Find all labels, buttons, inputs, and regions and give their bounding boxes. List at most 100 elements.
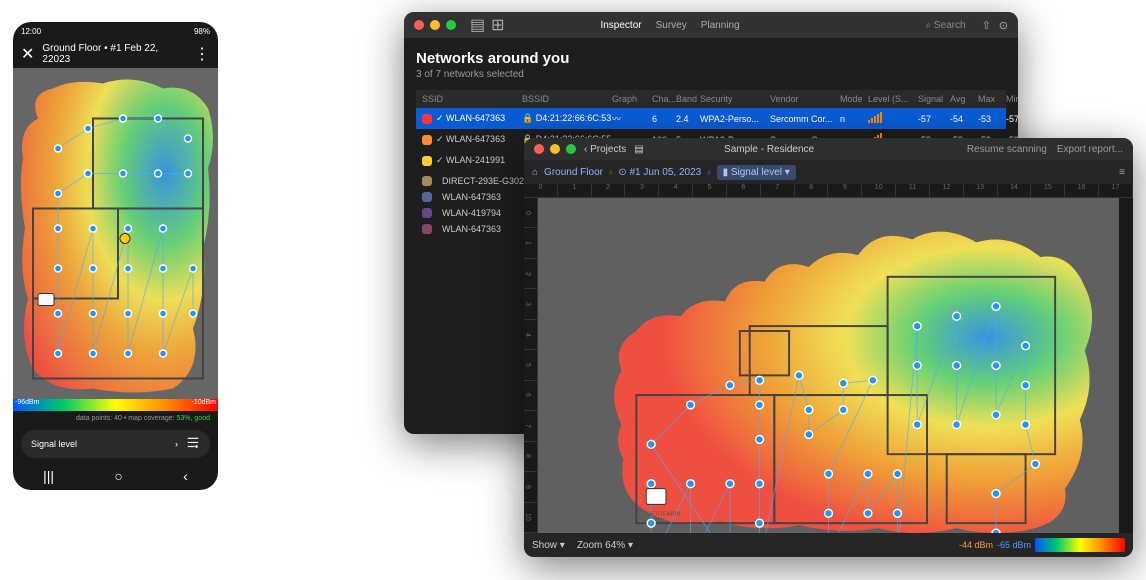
layer-chip[interactable]: ▮ Signal level ▾ [717, 165, 796, 180]
column-header[interactable]: Min [1006, 94, 1018, 104]
survey-point[interactable] [869, 376, 877, 384]
column-header[interactable]: Security [700, 94, 770, 104]
column-header[interactable]: Avg [950, 94, 978, 104]
back-button[interactable]: ‹ Projects [584, 144, 626, 155]
survey-point[interactable] [1022, 381, 1030, 389]
column-header[interactable]: Level (S... [868, 94, 918, 104]
legend-val-1: -44 dBm [959, 540, 993, 550]
survey-point[interactable] [687, 480, 695, 488]
survey-point[interactable] [756, 519, 764, 527]
zoom-dropdown[interactable]: Zoom 64% ▾ [577, 540, 633, 551]
breadcrumb-survey[interactable]: ⊙ #1 Jun 05, 2023 [618, 167, 701, 178]
survey-point[interactable] [647, 519, 655, 527]
survey-point[interactable] [795, 371, 803, 379]
maximize-icon[interactable] [446, 20, 456, 30]
phone-signal-gradient: -96dBm -10dBm [13, 399, 218, 411]
survey-point[interactable] [864, 509, 872, 517]
survey-point[interactable] [913, 322, 921, 330]
home-icon[interactable]: ⌂ [532, 167, 538, 178]
status-time: 12:00 [21, 27, 41, 36]
survey-point[interactable] [894, 470, 902, 478]
resume-scanning-button[interactable]: Resume scanning [967, 144, 1047, 155]
survey-point[interactable] [805, 406, 813, 414]
sidebar-toggle-icon[interactable]: ▤ [470, 15, 485, 35]
survey-point[interactable] [839, 406, 847, 414]
survey-point[interactable] [992, 411, 1000, 419]
survey-point[interactable] [864, 470, 872, 478]
toolbar-icon[interactable]: ⊞ [491, 15, 504, 35]
survey-point[interactable] [1022, 342, 1030, 350]
phone-screen: 12:00 98% ✕ Ground Floor • #1 Feb 22, 22… [13, 22, 218, 490]
survey-point[interactable] [726, 381, 734, 389]
survey-point[interactable] [894, 509, 902, 517]
tab-planning[interactable]: Planning [701, 20, 740, 31]
survey-point[interactable] [825, 470, 833, 478]
minimize-icon[interactable] [550, 144, 560, 154]
titlebar: ‹ Projects ▤ Sample - Residence Resume s… [524, 138, 1133, 160]
tab-inspector[interactable]: Inspector [600, 20, 641, 31]
survey-point[interactable] [953, 421, 961, 429]
column-header[interactable]: Max [978, 94, 1006, 104]
signal-level-selector[interactable]: Signal level › [21, 430, 210, 458]
column-header[interactable]: Band [676, 94, 700, 104]
window-title: Sample - Residence [724, 144, 814, 155]
breadcrumb-floor[interactable]: Ground Floor [544, 167, 603, 178]
breadcrumbs: ⌂ Ground Floor › ⊙ #1 Jun 05, 2023 › ▮ S… [524, 160, 1133, 184]
survey-point[interactable] [953, 312, 961, 320]
minimize-icon[interactable] [430, 20, 440, 30]
survey-point[interactable] [1031, 460, 1039, 468]
footer-signal-legend: -44 dBm -65 dBm [959, 538, 1125, 552]
survey-point[interactable] [756, 480, 764, 488]
close-icon[interactable]: ✕ [21, 44, 34, 64]
close-icon[interactable] [534, 144, 544, 154]
survey-point[interactable] [992, 302, 1000, 310]
phone-stats: data points: 40 • map coverage: 53%, goo… [13, 411, 218, 426]
column-header[interactable]: BSSID [522, 94, 612, 104]
share-icon[interactable]: ⇧ [982, 19, 991, 32]
survey-point[interactable] [726, 480, 734, 488]
recent-apps-icon[interactable]: ||| [43, 468, 54, 484]
survey-point[interactable] [805, 431, 813, 439]
survey-point[interactable] [913, 362, 921, 370]
survey-point[interactable] [756, 401, 764, 409]
close-icon[interactable] [414, 20, 424, 30]
column-header[interactable]: Signal [918, 94, 950, 104]
survey-point[interactable] [992, 490, 1000, 498]
maximize-icon[interactable] [566, 144, 576, 154]
survey-point[interactable] [953, 362, 961, 370]
survey-point[interactable] [756, 376, 764, 384]
gear-icon[interactable]: ⊙ [999, 19, 1008, 32]
chevron-right-icon: › [175, 439, 178, 449]
phone-heatmap[interactable] [13, 68, 218, 399]
column-header[interactable]: Cha... [652, 94, 676, 104]
survey-point[interactable] [913, 421, 921, 429]
gradient-max: -10dBm [191, 399, 216, 406]
more-icon[interactable]: ⋮ [194, 44, 210, 64]
show-dropdown[interactable]: Show ▾ [532, 540, 565, 551]
column-header[interactable]: Mode [840, 94, 868, 104]
search-input[interactable]: ⌕ Search [925, 20, 965, 31]
panel-title: Networks around you [416, 50, 1006, 67]
tab-survey[interactable]: Survey [656, 20, 687, 31]
table-row[interactable]: ✓ WLAN-647363🔒 D4:21:22:66:6C:53〰62.4WPA… [416, 108, 1006, 129]
settings-icon[interactable] [186, 436, 200, 452]
back-icon[interactable]: ‹ [183, 468, 188, 484]
survey-point[interactable] [839, 379, 847, 387]
export-report-button[interactable]: Export report... [1057, 144, 1123, 155]
survey-point[interactable] [992, 362, 1000, 370]
survey-point[interactable] [992, 529, 1000, 533]
survey-point[interactable] [756, 435, 764, 443]
survey-point[interactable] [1022, 421, 1030, 429]
column-header[interactable]: SSID [422, 94, 522, 104]
column-header[interactable]: Vendor [770, 94, 840, 104]
panel-toggle-icon[interactable]: ▤ [634, 144, 643, 155]
survey-point[interactable] [647, 480, 655, 488]
gradient-min: -96dBm [15, 399, 40, 406]
layers-icon[interactable]: ≡ [1119, 167, 1125, 178]
heatmap-canvas[interactable]: NETGEAR01 2G [538, 198, 1119, 533]
survey-point[interactable] [647, 440, 655, 448]
survey-point[interactable] [687, 401, 695, 409]
survey-point[interactable] [825, 509, 833, 517]
home-icon[interactable]: ○ [114, 468, 122, 484]
column-header[interactable]: Graph [612, 94, 652, 104]
